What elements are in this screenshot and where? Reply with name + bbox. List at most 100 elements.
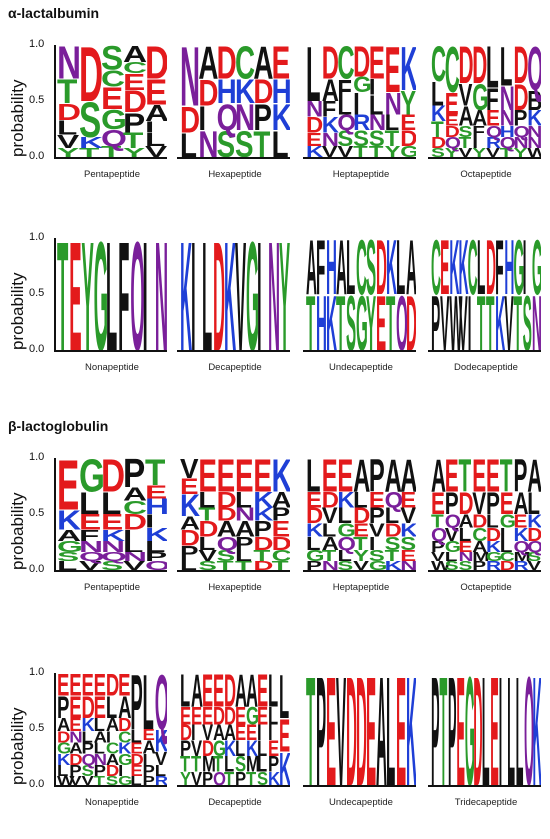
logo-letter: C <box>431 45 446 93</box>
logo-letter: V <box>191 737 202 762</box>
logo-letter: Q <box>514 538 530 556</box>
logo-letter: I <box>499 673 503 785</box>
logo-letter: N <box>514 134 529 152</box>
logo-letter: I <box>145 511 154 532</box>
logo-letter: T <box>235 559 252 570</box>
logo-letter: D <box>101 458 125 502</box>
logo-letter: D <box>57 729 70 746</box>
logo-letter: E <box>456 673 465 785</box>
logo-letter: K <box>527 511 541 532</box>
logo-letter: G <box>118 751 132 768</box>
logo-letter: D <box>486 238 496 311</box>
logo-letter: T <box>123 129 143 153</box>
logo-letter: K <box>386 238 397 311</box>
logo-letter: D <box>272 534 290 555</box>
logo-letter: P <box>253 517 272 541</box>
logo-letter: D <box>472 511 487 532</box>
logo-letter: Q <box>396 279 408 350</box>
logo-letter: V <box>322 144 339 157</box>
logo-letter: T <box>439 673 447 785</box>
logo-letter: A <box>123 484 147 505</box>
logo-letter: P <box>445 486 459 521</box>
logo-letter: H <box>326 238 337 311</box>
logo-letter: W <box>57 775 75 785</box>
logo-letter: L <box>123 538 144 556</box>
x-axis-line <box>303 570 416 572</box>
logo-letter: A <box>191 673 203 717</box>
logo-letter: E <box>490 673 499 785</box>
x-axis-line <box>428 157 541 159</box>
logo-letter: G <box>246 238 259 350</box>
logo-letter: R <box>514 558 530 570</box>
logo-letter: V <box>337 144 354 157</box>
logo-letter: V <box>459 77 473 112</box>
logo-letter: L <box>445 549 458 564</box>
logo-letter: L <box>337 503 352 528</box>
logo-letter: F <box>337 73 352 105</box>
logo-letter: H <box>145 495 167 519</box>
logo-letter: N <box>69 729 82 746</box>
section-title: β-lactoglobulin <box>8 418 109 434</box>
logo-letter: P <box>94 762 106 779</box>
logo-letter: B <box>527 86 541 117</box>
y-axis-label: probability <box>8 492 27 571</box>
logo-letter: L <box>337 94 352 119</box>
logo-letter: A <box>106 714 119 735</box>
logo-letter: Q <box>145 559 167 570</box>
logo-letter: D <box>57 100 81 126</box>
logo-letter: V <box>123 559 146 570</box>
logo-letter: A <box>224 721 236 746</box>
logo-letter: I <box>123 527 132 545</box>
logo-letter: K <box>459 238 469 311</box>
panel-caption: Decapeptide <box>208 797 262 808</box>
sequence-logo-plot: KEDNLVNKFADVSQLFCTSRIGDTSNLIEYTLNEGDEYK <box>306 45 416 157</box>
logo-letter: L <box>353 487 368 512</box>
y-tick-label: 1.0 <box>29 38 45 50</box>
logo-letter: E <box>337 458 353 502</box>
logo-letter: V <box>336 673 346 785</box>
logo-letter: T <box>217 559 234 570</box>
logo-letter: T <box>180 752 190 777</box>
logo-letter: L <box>386 673 395 785</box>
logo-letter: K <box>337 487 355 512</box>
logo-svg: KEDNLVNKFADVSQLFCTSRIGDTSNLIEYTLNEGDEYK <box>306 45 416 157</box>
panel-caption: Decapeptide <box>208 362 262 373</box>
logo-letter: Q <box>213 768 226 785</box>
x-axis-line <box>428 350 541 352</box>
logo-letter: I <box>257 238 262 350</box>
logo-letter: N <box>322 129 339 150</box>
logo-letter: E <box>69 714 81 735</box>
logo-letter: S <box>353 126 369 151</box>
logo-letter: D <box>213 703 225 730</box>
logo-letter: I <box>369 533 376 554</box>
logo-letter: D <box>180 721 192 746</box>
logo-letter: N <box>527 134 541 152</box>
logo-letter: I <box>468 279 472 350</box>
logo-letter: T <box>459 458 472 502</box>
logo-letter: D <box>527 525 541 546</box>
y-axis-label: probability <box>8 707 27 786</box>
logo-letter: R <box>486 558 502 570</box>
logo-letter: R <box>486 134 501 152</box>
logo-letter: T <box>213 752 223 777</box>
logo-letter: T <box>191 752 201 777</box>
logo-letter: N <box>101 538 125 556</box>
logo-letter: P <box>431 538 445 556</box>
logo-letter: W <box>527 145 541 157</box>
logo-letter: S <box>459 122 473 140</box>
logo-letter: K <box>79 134 103 152</box>
logo-letter: A <box>198 45 218 90</box>
logo-letter: V <box>191 768 202 785</box>
logo-letter: S <box>346 279 356 350</box>
y-tick-label: 0.0 <box>29 343 45 355</box>
logo-letter: Q <box>527 538 541 556</box>
panel-caption: Octapeptide <box>460 582 512 593</box>
logo-letter: D <box>346 673 357 785</box>
logo-letter: G <box>337 520 356 541</box>
logo-letter: Y <box>400 84 416 122</box>
y-tick-label: 0.0 <box>29 150 45 162</box>
logo-letter: G <box>514 238 525 311</box>
logo-letter: L <box>106 691 117 725</box>
logo-letter: L <box>224 752 234 777</box>
